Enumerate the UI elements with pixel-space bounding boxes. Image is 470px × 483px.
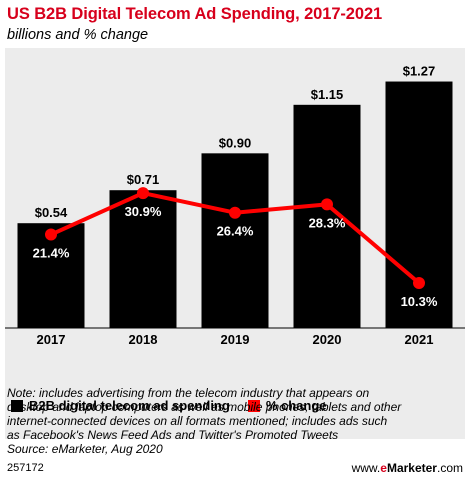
- brand-logo: www.eMarketer.com: [352, 461, 463, 475]
- bar-value-label: $1.27: [403, 64, 436, 79]
- x-tick-label: 2017: [37, 332, 66, 347]
- chart-svg: $0.54 $0.71 $0.90 $1.15 $1.27 2017 2018 2019 202…: [5, 64, 465, 347]
- brand-main: Marketer: [386, 461, 437, 475]
- legend-item-bars: B2B digital telecom ad spending: [11, 398, 230, 413]
- legend-item-line: % change: [247, 398, 327, 413]
- bar-value-label: $1.15: [311, 87, 344, 102]
- line-point: [413, 277, 425, 290]
- chart-note: Note: includes advertising from the tele…: [7, 386, 462, 456]
- chart-area: $0.54 $0.71 $0.90 $1.15 $1.27 2017 2018 2019 202…: [5, 48, 465, 439]
- line-value-label: 10.3%: [401, 294, 438, 309]
- source-line: Source: eMarketer, Aug 2020: [7, 442, 163, 456]
- bar: [385, 81, 453, 328]
- note-line: Note: includes advertising from the tele…: [7, 386, 370, 400]
- bar: [201, 153, 269, 328]
- note-line: internet-connected devices on all format…: [7, 414, 388, 428]
- bar: [109, 190, 177, 328]
- line-value-label: 28.3%: [309, 215, 346, 230]
- brand-suffix: .com: [436, 461, 463, 475]
- legend-swatch-bars: [11, 399, 23, 412]
- line-point: [229, 206, 241, 219]
- x-tick-label: 2021: [405, 332, 434, 347]
- line-point: [137, 187, 149, 200]
- bar-value-label: $0.54: [35, 205, 68, 220]
- line-point: [321, 198, 333, 211]
- chart-id: 257172: [7, 462, 44, 474]
- bar-value-label: $0.90: [219, 135, 252, 150]
- line-value-label: 21.4%: [33, 246, 70, 261]
- legend-label-line: % change: [265, 398, 327, 413]
- chart-title: US B2B Digital Telecom Ad Spending, 2017…: [7, 5, 383, 23]
- note-line: desktop and laptop computers as well as …: [7, 400, 402, 414]
- note-line: as Facebook's News Feed Ads and Twitter'…: [7, 428, 339, 442]
- line-point: [45, 228, 57, 241]
- bar: [17, 223, 85, 328]
- x-tick-label: 2020: [313, 332, 342, 347]
- chart-legend: B2B digital telecom ad spending % change: [11, 398, 345, 413]
- brand-e: e: [380, 461, 387, 475]
- x-tick-label: 2019: [221, 332, 250, 347]
- line-value-label: 26.4%: [217, 224, 254, 239]
- legend-label-bars: B2B digital telecom ad spending: [29, 398, 230, 413]
- line-value-label: 30.9%: [125, 204, 162, 219]
- chart-subtitle: billions and % change: [7, 27, 149, 43]
- brand-prefix: www.: [351, 461, 381, 475]
- legend-swatch-line: [247, 399, 260, 412]
- x-tick-label: 2018: [129, 332, 158, 347]
- bar: [293, 104, 361, 328]
- bar-value-label: $0.71: [127, 172, 160, 187]
